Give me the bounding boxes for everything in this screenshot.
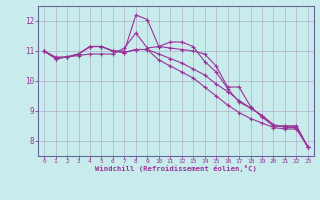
X-axis label: Windchill (Refroidissement éolien,°C): Windchill (Refroidissement éolien,°C) xyxy=(95,165,257,172)
